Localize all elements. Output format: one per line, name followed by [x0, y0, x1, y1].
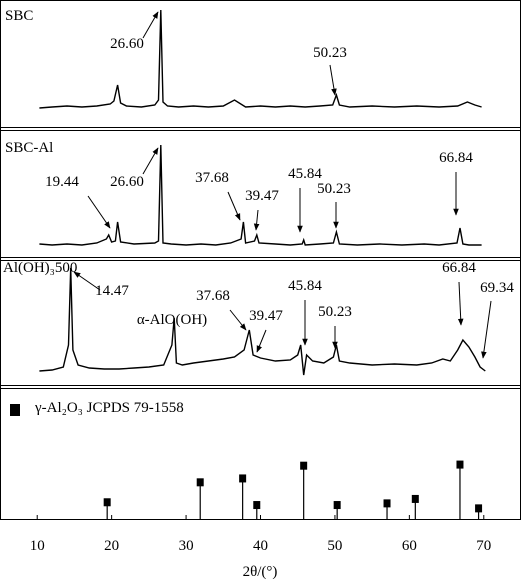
peak-annotation: 50.23: [317, 181, 351, 197]
stick-marker: [456, 460, 464, 469]
xrd-trace: [39, 144, 482, 246]
annotation-arrow: [229, 309, 247, 331]
annotation-arrow: [256, 329, 267, 353]
peak-annotation: 26.60: [110, 36, 144, 52]
stick-marker: [239, 474, 247, 483]
legend-marker: [10, 404, 20, 416]
peak-annotation: 66.84: [442, 260, 476, 276]
peak-annotation: 37.68: [196, 288, 230, 304]
x-tick-label: 60: [402, 538, 417, 554]
annotation-arrow: [73, 271, 101, 291]
peak-annotation: 45.84: [288, 278, 322, 294]
xrd-trace: [39, 267, 486, 376]
annotation-arrow: [457, 281, 464, 326]
annotation-arrow: [142, 11, 159, 39]
annotation-arrow: [227, 191, 241, 221]
xrd-trace: [39, 9, 482, 109]
annotation-arrow: [87, 195, 111, 229]
stick-marker: [475, 504, 483, 513]
panel-label: Al(OH)₃500: [3, 260, 77, 276]
x-axis-title: 2θ/(°): [243, 564, 278, 580]
stick-marker: [196, 478, 204, 487]
peak-annotation: α-AlO(OH): [137, 312, 207, 328]
annotation-arrow: [142, 147, 159, 175]
x-tick-label: 70: [476, 538, 491, 554]
annotation-arrow: [253, 209, 260, 231]
peak-annotation: 39.47: [249, 308, 283, 324]
panel-label: SBC: [5, 8, 33, 24]
x-tick-label: 20: [104, 538, 119, 554]
x-tick-label: 10: [30, 538, 45, 554]
peak-annotation: 39.47: [245, 188, 279, 204]
peak-annotation: 66.84: [439, 150, 473, 166]
panel-label: γ-Al₂O₃ JCPDS 79-1558: [34, 400, 184, 416]
peak-annotation: 50.23: [318, 304, 352, 320]
x-tick-label: 30: [179, 538, 194, 554]
stick-marker: [333, 501, 341, 510]
stick-marker: [411, 494, 419, 503]
stick-marker: [103, 498, 111, 507]
peak-annotation: 26.60: [110, 174, 144, 190]
panel-label: SBC-Al: [5, 140, 53, 156]
x-tick-label: 40: [253, 538, 268, 554]
peak-annotation: 14.47: [95, 283, 129, 299]
peak-annotation: 45.84: [288, 166, 322, 182]
x-tick-label: 50: [327, 538, 342, 554]
peak-annotation: 37.68: [195, 170, 229, 186]
annotation-arrow: [329, 64, 337, 96]
stick-marker: [300, 461, 308, 470]
peak-annotation: 69.34: [480, 280, 514, 296]
stick-marker: [253, 501, 261, 510]
annotation-arrow: [481, 300, 492, 359]
peak-annotation: 19.44: [45, 174, 79, 190]
stick-marker: [383, 499, 391, 508]
peak-annotation: 50.23: [313, 45, 347, 61]
